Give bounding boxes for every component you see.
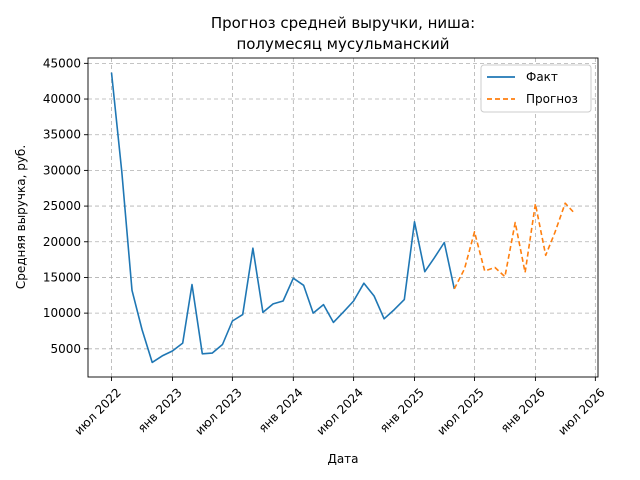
x-tick-label: янв 2026 xyxy=(498,385,548,435)
series-line-forecast xyxy=(453,202,576,290)
y-tick-label: 15000 xyxy=(43,270,81,284)
y-axis-ticks: 5000 10000 15000 20000 25000 30000 35000 40000 4… xyxy=(43,56,88,356)
x-axis-ticks: июл 2022 янв 2023 июл 2023 янв 2024 июл 2024… xyxy=(72,377,608,438)
series-lines xyxy=(110,72,576,364)
series-line-fact xyxy=(110,72,456,364)
legend: Факт Прогноз xyxy=(480,64,592,113)
chart-title-line-1: Прогноз средней выручки, ниша: xyxy=(211,14,475,32)
legend-label-fact: Факт xyxy=(526,70,558,84)
x-tick-label: янв 2024 xyxy=(256,385,306,435)
x-tick-label: янв 2023 xyxy=(135,385,185,435)
y-tick-label: 45000 xyxy=(43,56,81,70)
x-axis-label: Дата xyxy=(327,452,358,466)
x-tick-label: июл 2024 xyxy=(314,385,366,437)
plot-frame xyxy=(87,57,599,378)
x-tick-label: июл 2022 xyxy=(72,385,124,437)
y-tick-label: 25000 xyxy=(43,199,81,213)
y-tick-label: 30000 xyxy=(43,163,81,177)
y-tick-label: 10000 xyxy=(43,306,81,320)
legend-label-forecast: Прогноз xyxy=(526,92,578,106)
x-tick-label: июл 2026 xyxy=(555,385,607,437)
x-tick-label: янв 2025 xyxy=(377,385,427,435)
chart-title-line-2: полумесяц мусульманский xyxy=(236,35,449,53)
y-axis-label: Средняя выручка, руб. xyxy=(14,145,28,289)
x-tick-label: июл 2025 xyxy=(435,385,487,437)
x-tick-label: июл 2023 xyxy=(192,385,244,437)
y-tick-label: 20000 xyxy=(43,235,81,249)
y-tick-label: 35000 xyxy=(43,128,81,142)
y-tick-label: 5000 xyxy=(50,342,81,356)
y-tick-label: 40000 xyxy=(43,92,81,106)
